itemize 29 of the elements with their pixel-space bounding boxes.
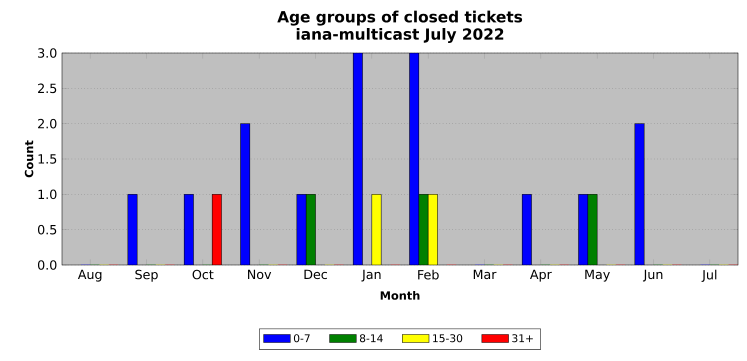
y-tick-label: 2.5 bbox=[38, 84, 56, 94]
x-tick-label: Dec bbox=[304, 270, 327, 280]
y-tick-label: 2.0 bbox=[38, 118, 56, 128]
x-tick-label: Oct bbox=[192, 270, 214, 280]
x-tick-label: Jul bbox=[702, 270, 716, 282]
x-tick-label: Apr bbox=[530, 270, 552, 282]
y-tick-label: 1.0 bbox=[38, 190, 56, 200]
legend-label: 0-7 bbox=[294, 334, 310, 342]
x-tick-label: Jun bbox=[642, 270, 662, 282]
legend-label: 15-30 bbox=[433, 334, 462, 342]
x-tick-label: Nov bbox=[248, 270, 272, 280]
bar bbox=[428, 194, 438, 265]
x-tick-label: Jan bbox=[361, 270, 381, 282]
y-tick-label: 3.0 bbox=[38, 48, 56, 58]
chart-title: Age groups of closed tickets bbox=[277, 10, 522, 26]
y-tick-label: 0.5 bbox=[38, 224, 56, 234]
x-tick-label: Sep bbox=[135, 270, 158, 282]
x-axis-title: Month bbox=[380, 291, 420, 300]
legend-label: 31+ bbox=[512, 334, 533, 342]
legend-label: 8-14 bbox=[360, 334, 383, 342]
bar bbox=[372, 194, 382, 265]
y-tick-label: 1.5 bbox=[38, 154, 56, 164]
chart-subtitle: iana-multicast July 2022 bbox=[296, 28, 504, 43]
x-tick-label: Feb bbox=[418, 270, 439, 280]
x-tick-label: May bbox=[585, 270, 610, 282]
y-tick-label: 0.0 bbox=[38, 260, 56, 270]
x-tick-label: Aug bbox=[78, 270, 102, 282]
y-axis-title: Count bbox=[24, 140, 34, 178]
x-tick-label: Mar bbox=[474, 270, 496, 280]
